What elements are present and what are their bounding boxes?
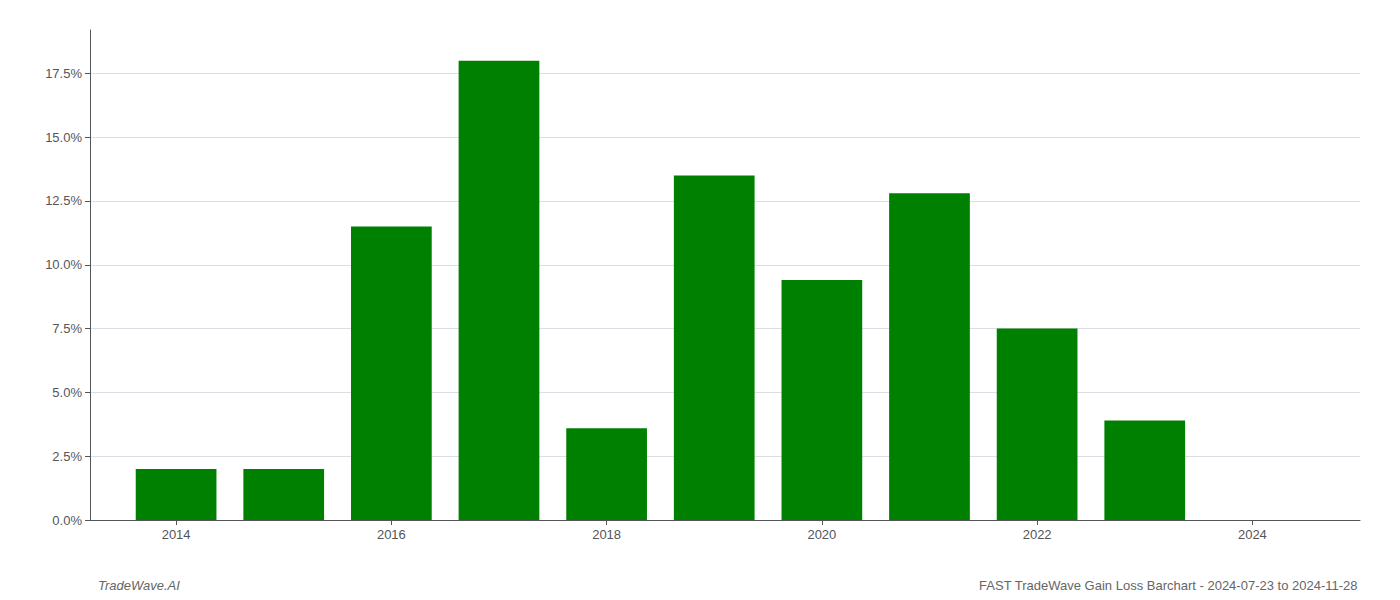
svg-text:2016: 2016 — [377, 527, 406, 542]
svg-text:7.5%: 7.5% — [52, 321, 82, 336]
svg-text:2014: 2014 — [162, 527, 191, 542]
svg-text:12.5%: 12.5% — [45, 193, 82, 208]
svg-text:2018: 2018 — [592, 527, 621, 542]
svg-text:5.0%: 5.0% — [52, 385, 82, 400]
svg-text:2020: 2020 — [807, 527, 836, 542]
svg-text:0.0%: 0.0% — [52, 513, 82, 528]
svg-text:FAST TradeWave Gain Loss Barch: FAST TradeWave Gain Loss Barchart - 2024… — [979, 578, 1357, 593]
svg-text:10.0%: 10.0% — [45, 257, 82, 272]
svg-text:2024: 2024 — [1238, 527, 1267, 542]
svg-text:2.5%: 2.5% — [52, 449, 82, 464]
svg-text:15.0%: 15.0% — [45, 130, 82, 145]
svg-text:2022: 2022 — [1023, 527, 1052, 542]
svg-text:17.5%: 17.5% — [45, 66, 82, 81]
svg-text:TradeWave.AI: TradeWave.AI — [98, 578, 180, 593]
